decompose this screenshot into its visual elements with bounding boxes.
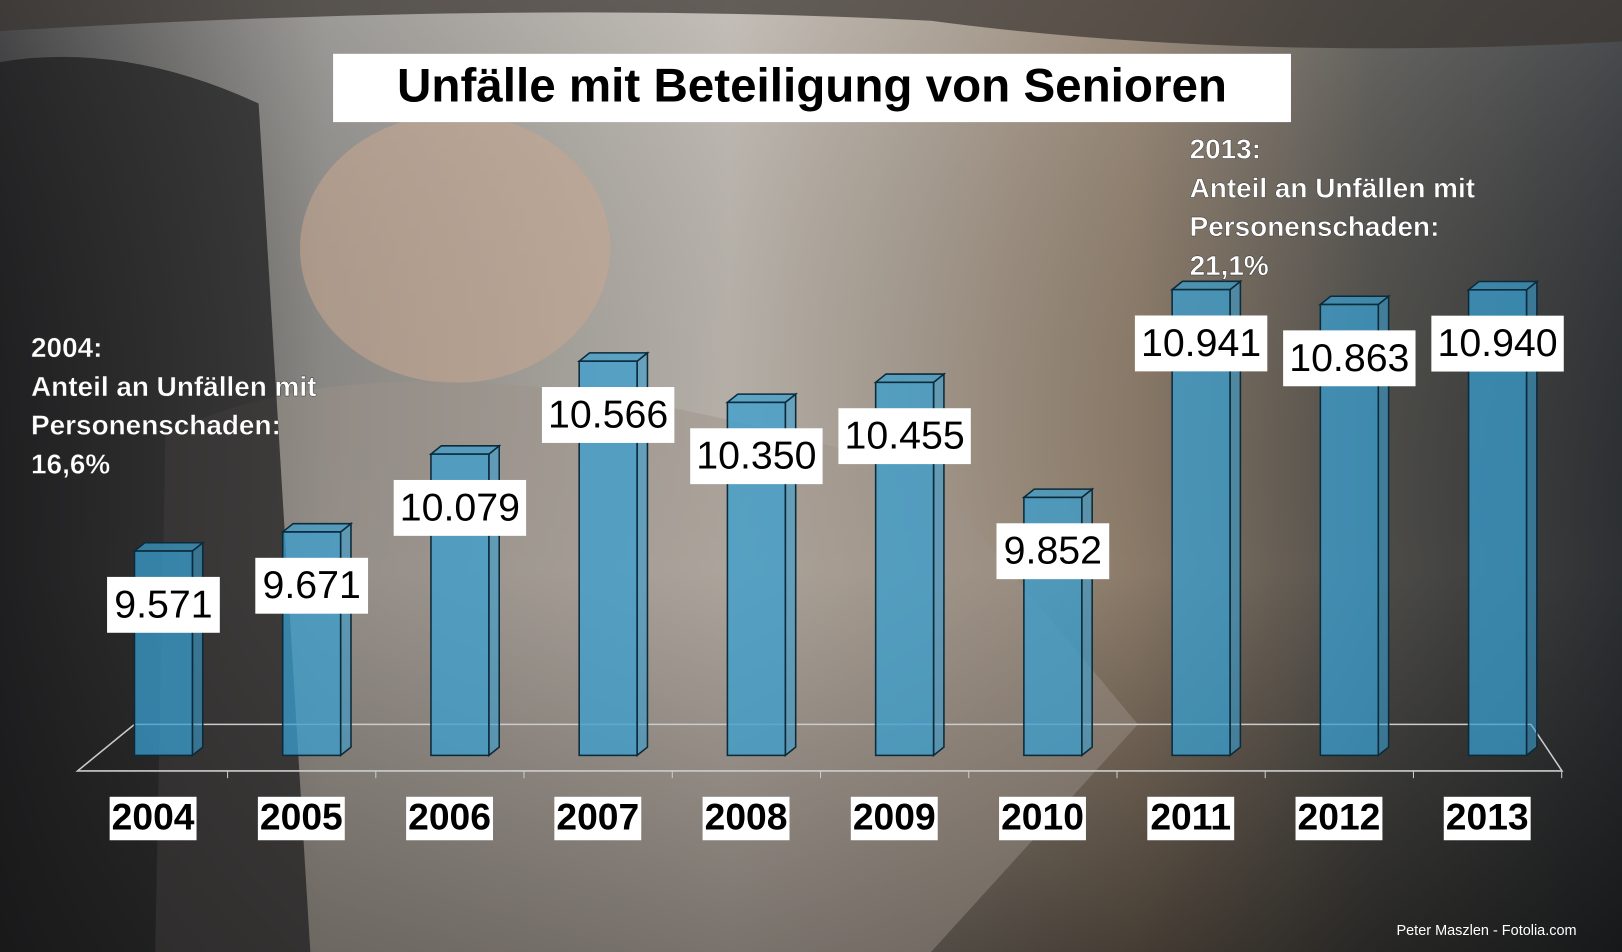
value-label-box (1431, 315, 1564, 372)
bar-top (1466, 280, 1540, 291)
x-tick-label: 2009 (853, 795, 936, 837)
bar-top (576, 352, 650, 362)
x-label-box (1295, 796, 1383, 841)
annotation-line: Personenschaden: (1190, 211, 1440, 242)
value-label-box (541, 387, 675, 443)
bar-top (280, 522, 354, 533)
value-label-box (690, 428, 823, 485)
head-shape (299, 113, 611, 383)
x-label-box (1443, 796, 1531, 841)
x-label-box (999, 796, 1086, 841)
value-label: 10.566 (548, 392, 668, 436)
x-tick-label: 2007 (556, 795, 639, 837)
x-tick-label: 2008 (705, 795, 788, 837)
bar-top (873, 373, 947, 384)
x-tick-label: 2006 (408, 795, 491, 837)
x-tick-label: 2011 (1150, 795, 1231, 837)
value-label: 10.863 (1289, 336, 1409, 380)
credit: Peter Maszlen - Fotolia.com (1396, 923, 1576, 939)
value-label: 9.571 (114, 582, 212, 626)
seat-shape (0, 56, 311, 952)
chart-title: Unfälle mit Beteiligung von Senioren (397, 60, 1227, 113)
annotation-line: 21,1% (1190, 250, 1269, 281)
bar-top (1318, 295, 1391, 306)
value-label: 10.941 (1141, 321, 1261, 365)
annotation-line: 2004: (31, 332, 102, 363)
value-label: 10.350 (696, 434, 816, 478)
value-label-box (393, 479, 527, 536)
bar-side (191, 541, 204, 758)
x-label-box (257, 796, 345, 841)
x-label-box (109, 796, 197, 841)
x-tick-label: 2005 (260, 795, 343, 837)
x-tick-label: 2010 (1001, 795, 1084, 837)
value-label-box (838, 408, 971, 465)
x-tick-label: 2004 (112, 795, 195, 837)
value-label-box (996, 523, 1110, 580)
annotation-line: 16,6% (31, 449, 110, 480)
x-label-box (1147, 796, 1235, 841)
value-label-box (1283, 330, 1416, 387)
x-label-box (702, 796, 790, 841)
car-roof (0, 0, 1622, 49)
value-label-box (107, 576, 220, 633)
annotation-line: Anteil an Unfällen mit (31, 371, 316, 402)
value-label: 10.079 (400, 485, 520, 529)
x-label-box (406, 796, 494, 841)
value-label: 9.852 (1004, 529, 1102, 573)
annotation-line: 2013: (1190, 133, 1261, 164)
annotation-line: Anteil an Unfällen mit (1190, 172, 1475, 203)
x-label-box (554, 796, 642, 841)
bar-top (132, 541, 205, 552)
x-tick-label: 2013 (1446, 795, 1529, 837)
value-label-box (1134, 315, 1268, 372)
bar-top (428, 445, 502, 455)
value-label: 10.940 (1437, 321, 1557, 365)
bar-top (1169, 280, 1243, 291)
value-label-box (255, 557, 369, 614)
bar-top (1021, 488, 1095, 499)
x-tick-label: 2012 (1298, 795, 1381, 837)
annotation-line: Personenschaden: (31, 410, 281, 441)
value-label: 10.455 (845, 414, 965, 458)
title-box (333, 53, 1291, 123)
bar-top (725, 393, 798, 404)
x-label-box (850, 796, 938, 841)
value-label: 9.671 (263, 563, 361, 607)
